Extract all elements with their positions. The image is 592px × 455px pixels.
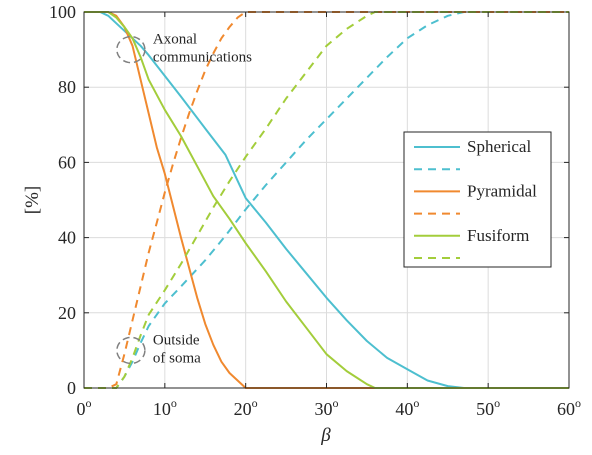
annotations: Axonal communications Outside of soma [116, 32, 252, 366]
series-line-5 [84, 11, 569, 389]
annotation-text: Axonal [153, 32, 197, 48]
x-tick-label: 60o [557, 396, 581, 419]
annotation-circle [116, 35, 146, 64]
series-line-1 [84, 11, 569, 389]
x-tick-label: 50o [476, 396, 500, 419]
legend-box [403, 131, 552, 268]
y-axis-label: [%] [22, 186, 43, 214]
y-tick-label: 20 [58, 303, 76, 323]
y-tick-labels: 0 20 40 60 80 100 [49, 2, 76, 398]
x-axis-label: β [320, 425, 331, 446]
series-line-6 [84, 11, 569, 389]
legend-label: Spherical [467, 137, 531, 156]
tick-marks [83, 11, 570, 389]
y-tick-label: 100 [49, 2, 76, 22]
legend-label: Fusiform [467, 226, 529, 245]
x-tick-label: 10o [153, 396, 177, 419]
series-lines [84, 11, 569, 389]
annotation-text: communications [153, 50, 252, 66]
x-tick-label: 20o [234, 396, 258, 419]
legend: Spherical Pyramidal Fusiform [403, 131, 552, 268]
x-tick-labels: 0o 10o 20o 30o 40o 50o 60o [77, 396, 582, 419]
annotation-text: of soma [153, 350, 201, 366]
series-line-4 [84, 11, 569, 389]
x-tick-label: 30o [315, 396, 339, 419]
y-tick-label: 60 [58, 152, 76, 172]
y-tick-label: 80 [58, 77, 76, 97]
y-tick-label: 40 [58, 228, 76, 248]
series-line-2 [84, 11, 569, 389]
annotation-text: Outside [153, 332, 200, 348]
x-tick-label: 0o [77, 396, 92, 419]
legend-label: Pyramidal [467, 181, 537, 200]
x-tick-label: 40o [395, 396, 419, 419]
y-tick-label: 0 [67, 378, 76, 398]
annotation-circle [116, 336, 146, 365]
